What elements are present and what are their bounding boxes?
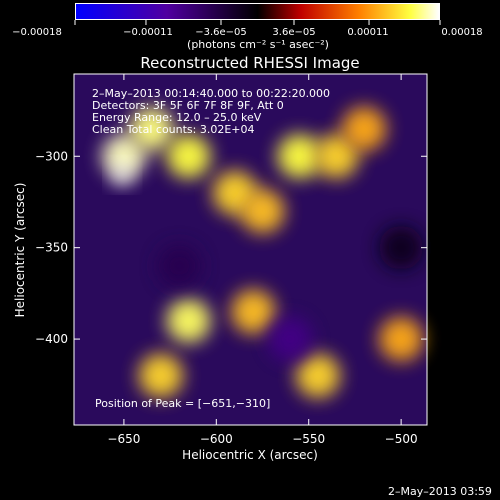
heatmap-blob	[166, 298, 211, 343]
heatmap-blob	[277, 134, 322, 179]
colorbar-units: (photons cm⁻² s⁻¹ asec⁻²)	[187, 38, 329, 51]
x-tick-label: −650	[107, 432, 140, 446]
footer-date: 2–May–2013 03:59	[388, 485, 492, 498]
time-range-label: 2–May–2013 00:14:40.000 to 00:22:20.000	[92, 87, 331, 100]
colorbar-ticks	[74, 20, 441, 25]
heatmap-blob	[101, 134, 146, 179]
heatmap-blob	[379, 225, 424, 270]
heatmap-cells	[101, 106, 424, 398]
colorbar-tick-label: −0.00018	[12, 27, 62, 38]
annotation-block: 2–May–2013 00:14:40.000 to 00:22:20.000 …	[92, 88, 330, 136]
heatmap-blob	[314, 134, 359, 179]
heatmap-blob	[379, 317, 424, 362]
axes: −650 −600 −550 −500 −300 −350 −400	[35, 74, 427, 446]
x-tick-label: −500	[385, 432, 418, 446]
colorbar-tick-label: −3.6e−05	[195, 27, 247, 38]
x-tick-label: −600	[200, 432, 233, 446]
heatmap-blob	[295, 353, 340, 398]
heatmap-blob	[166, 134, 211, 179]
heatmap-blob	[138, 353, 183, 398]
y-tick-label: −300	[35, 149, 68, 163]
heatmap-blob	[240, 189, 285, 234]
plot-frame	[73, 73, 428, 426]
x-axis-label: Heliocentric X (arcsec)	[182, 448, 318, 462]
colorbar-tick-label: 0.00011	[347, 27, 389, 38]
heatmap-blob	[231, 289, 276, 334]
colorbar-tick-label: −0.00011	[123, 27, 173, 38]
y-tick-label: −400	[35, 332, 68, 346]
peak-marker	[112, 164, 133, 185]
chart-title: Reconstructed RHESSI Image	[140, 54, 360, 72]
clean-label: Clean Total counts: 3.02E+04	[92, 123, 255, 136]
detectors-label: Detectors: 3F 5F 6F 7F 8F 9F, Att 0	[92, 99, 284, 112]
heatmap-blob	[157, 243, 202, 288]
x-tick-label: −550	[292, 432, 325, 446]
energy-range-label: Energy Range: 12.0 – 25.0 keV	[92, 111, 262, 124]
heatmap-blob	[129, 106, 174, 151]
y-tick-label: −350	[35, 241, 68, 255]
colorbar-tick-label: 3.6e−05	[272, 27, 316, 38]
peak-position-label: Position of Peak = [−651,−310]	[95, 397, 271, 410]
colorbar-gradient	[76, 4, 439, 19]
heatmap-blob	[342, 106, 387, 151]
y-axis-label: Heliocentric Y (arcsec)	[13, 182, 27, 318]
colorbar	[75, 3, 440, 20]
heatmap-blob	[268, 317, 313, 362]
colorbar-tick-label: 0.00018	[441, 27, 483, 38]
colorbar-tick-labels: −0.00018 −0.00011 −3.6e−05 3.6e−05 0.000…	[0, 26, 500, 40]
